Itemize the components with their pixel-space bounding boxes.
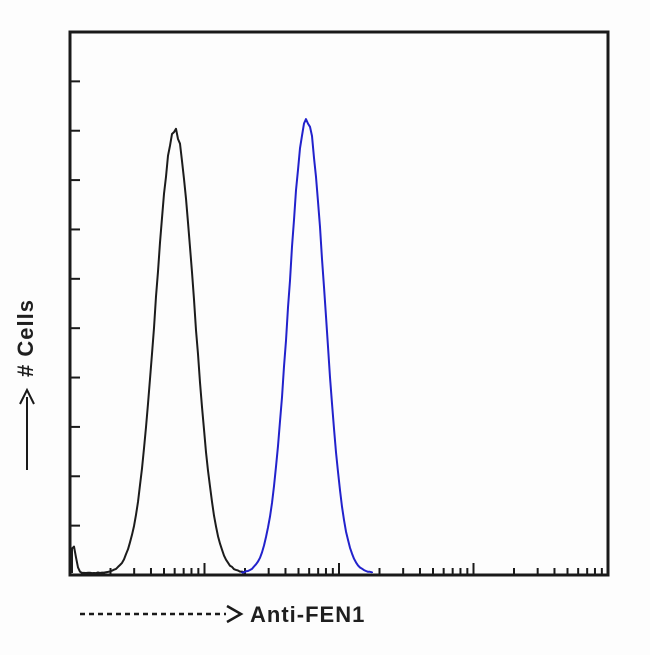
y-axis-arrow-icon [19, 387, 35, 470]
blue-curve [241, 118, 373, 574]
x-axis-label: Anti-FEN1 [250, 602, 365, 627]
y-axis-ticks [71, 80, 80, 527]
x-axis-label-group: Anti-FEN1 [80, 602, 365, 627]
y-axis-label: # Cells [13, 299, 38, 377]
x-axis-ticks [109, 563, 603, 574]
black-curve [71, 127, 246, 575]
histogram-curves [71, 118, 373, 575]
plot-border [68, 30, 610, 577]
x-axis-arrow-icon [80, 604, 244, 624]
y-axis-label-group: # Cells [13, 299, 38, 470]
